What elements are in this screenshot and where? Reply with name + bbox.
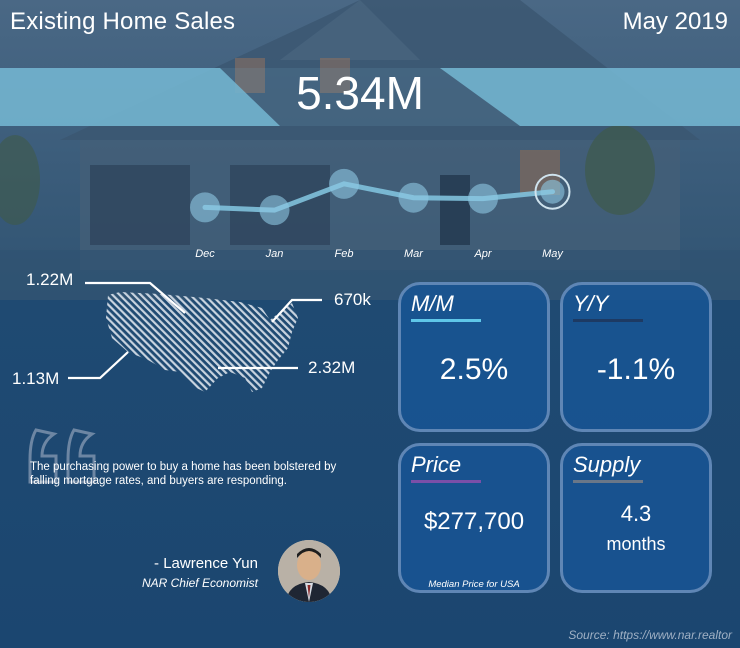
- avatar: [278, 540, 340, 602]
- trend-line: [202, 181, 555, 213]
- data-point-dec: [190, 192, 220, 223]
- data-point-mar: [398, 182, 429, 213]
- card-accent-line: [411, 480, 481, 483]
- highlight-ring: [534, 173, 571, 210]
- infographic-title: Existing Home Sales: [10, 8, 236, 35]
- supply-unit: months: [606, 534, 666, 554]
- data-point-apr: [468, 183, 498, 214]
- x-tick-label: Mar: [404, 248, 424, 260]
- us-map-icon: [68, 281, 322, 392]
- supply-value: 4.3: [620, 501, 652, 526]
- region-west-value: 1.22M: [26, 270, 74, 289]
- data-point-jan: [259, 195, 290, 226]
- median-price-card: Price $277,700 Median Price for USA: [398, 443, 550, 593]
- quote-author-role: NAR Chief Economist: [141, 576, 258, 590]
- year-over-year-card: Y/Y -1.1%: [560, 282, 712, 432]
- regional-map: [0, 262, 400, 412]
- card-title: M/M: [411, 291, 454, 316]
- quote-author: - Lawrence Yun: [154, 555, 258, 572]
- headline-banner: [0, 68, 740, 126]
- x-tick-label: Jan: [265, 248, 284, 260]
- region-south-value: 2.32M: [308, 358, 356, 377]
- x-tick-label: Apr: [473, 248, 492, 260]
- card-title: Supply: [573, 452, 641, 477]
- x-tick-label: Dec: [195, 248, 215, 260]
- x-tick-label: Feb: [335, 248, 354, 260]
- report-date: May 2019: [622, 8, 728, 35]
- card-accent-line: [573, 319, 643, 322]
- data-point-may: [540, 179, 565, 204]
- card-accent-line: [573, 480, 643, 483]
- quote-marks-icon: [28, 428, 96, 484]
- x-tick-label: May: [542, 248, 564, 260]
- card-title: Price: [411, 452, 462, 477]
- source-credit: Source: https://www.nar.realtor: [568, 628, 732, 642]
- data-point-feb: [329, 168, 359, 199]
- avatar-photo: [278, 540, 340, 602]
- quote-text: The purchasing power to buy a home has b…: [30, 461, 337, 487]
- house-background: [0, 0, 740, 300]
- headline-sales-value: 5.34M: [296, 67, 424, 119]
- supply-card: Supply 4.3 months: [560, 443, 712, 593]
- region-northeast-value: 670k: [334, 290, 371, 309]
- card-title: Y/Y: [573, 291, 609, 316]
- median-price-value: $277,700: [423, 508, 525, 535]
- mm-change-value: 2.5%: [439, 353, 509, 386]
- monthly-sales-trend-chart: Dec Jan Feb Mar Apr May: [190, 168, 571, 260]
- month-over-month-card: M/M 2.5%: [398, 282, 550, 432]
- median-price-note: Median Price for USA: [428, 579, 520, 590]
- yy-change-value: -1.1%: [596, 353, 676, 386]
- card-accent-line: [411, 319, 481, 322]
- region-midwest-value: 1.13M: [12, 369, 60, 388]
